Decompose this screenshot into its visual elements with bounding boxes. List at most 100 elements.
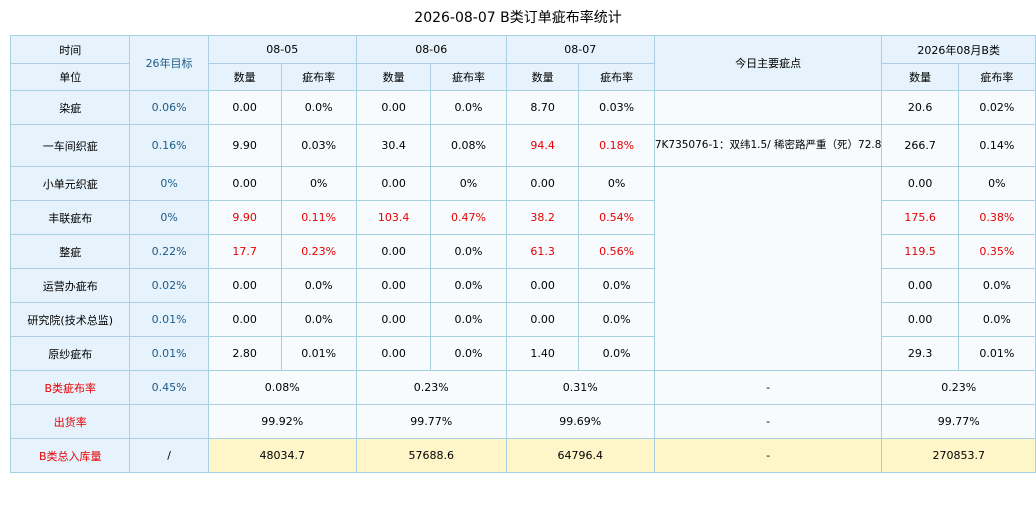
summary-row: B类总入库量/48034.7 57688.6 64796.4-270853.7 [9, 438, 1036, 473]
month-qty-cell: 175.6 [881, 200, 959, 235]
rate-cell: 0.56% [578, 234, 655, 269]
rate-cell: 0.0% [578, 268, 655, 303]
summary-day-value: 99.92% [207, 404, 357, 439]
rate-cell: 0.0% [430, 302, 507, 337]
month-qty-cell: 119.5 [881, 234, 959, 269]
header-qty: 数量 [207, 63, 282, 91]
month-qty-cell: 0.00 [881, 166, 959, 201]
rate-cell: 0.0% [578, 336, 655, 371]
table-row: 运营办疵布 0.02% 0.00 0.0% 0.00 0.0% 0.00 0.0% 0.00 0.… [9, 268, 1036, 303]
row-label: 运营办疵布 [9, 268, 131, 303]
summary-day-value: 99.69% [505, 404, 655, 439]
rate-cell: 0.0% [280, 90, 357, 125]
header-date-2: 08-06 [355, 35, 507, 64]
qty-cell: 9.90 [207, 200, 282, 235]
summary-target [129, 404, 209, 439]
row-label: 一车间织疵 [9, 124, 131, 167]
summary-day-value: 0.23% [355, 370, 507, 405]
qty-cell: 0.00 [207, 166, 282, 201]
row-label: 丰联疵布 [9, 200, 131, 235]
header-main-defects: 今日主要疵点 [653, 35, 883, 91]
month-qty-cell: 266.7 [881, 124, 959, 167]
rate-cell: 0.0% [280, 302, 357, 337]
qty-cell: 0.00 [355, 90, 432, 125]
summary-day-value: 0.31% [505, 370, 655, 405]
header-qty: 数量 [355, 63, 432, 91]
qty-cell: 1.40 [505, 336, 580, 371]
qty-cell: 8.70 [505, 90, 580, 125]
header-rate: 疵布率 [957, 63, 1036, 91]
summary-label: B类总入库量 [9, 438, 131, 473]
month-rate-cell: 0.0% [957, 302, 1036, 337]
rate-cell: 0.01% [280, 336, 357, 371]
summary-row: 出货率 99.92% 99.77% 99.69% -99.77% [9, 404, 1036, 439]
month-rate-cell: 0.14% [957, 124, 1036, 167]
rate-cell: 0.08% [430, 124, 507, 167]
table-row: 研究院(技术总监) 0.01% 0.00 0.0% 0.00 0.0% 0.00 0.0% 0.… [9, 302, 1036, 337]
row-label: 原纱疵布 [9, 336, 131, 371]
summary-label: 出货率 [9, 404, 131, 439]
main-defect-cell-empty [653, 90, 883, 125]
qty-cell: 0.00 [355, 302, 432, 337]
qty-cell: 103.4 [355, 200, 432, 235]
summary-day-value: 64796.4 [505, 438, 655, 473]
rate-cell: 0.0% [280, 268, 357, 303]
qty-cell: 94.4 [505, 124, 580, 167]
qty-cell: 0.00 [355, 268, 432, 303]
rate-cell: 0% [578, 166, 655, 201]
rate-cell: 0% [430, 166, 507, 201]
summary-target: 0.45% [129, 370, 209, 405]
summary-defect: - [653, 404, 883, 439]
header-rate: 疵布率 [430, 63, 507, 91]
header-time: 时间 [9, 35, 131, 64]
qty-cell: 9.90 [207, 124, 282, 167]
month-rate-cell: 0% [957, 166, 1036, 201]
table-row: 丰联疵布 0% 9.90 0.11% 103.4 0.47% 38.2 0.54% 175.6 0… [9, 200, 1036, 235]
summary-month-value: 99.77% [881, 404, 1036, 439]
main-defect-cell-empty [653, 166, 883, 371]
summary-month-value: 0.23% [881, 370, 1036, 405]
table-row: 小单元织疵 0% 0.00 0% 0.00 0% 0.00 0% 0.00 0% [9, 166, 1036, 371]
header-month: 2026年08月B类 [881, 35, 1036, 64]
rate-cell: 0.47% [430, 200, 507, 235]
header-qty: 数量 [881, 63, 959, 91]
table-row: 染疵 0.06% 0.00 0.0% 0.00 0.0% 8.70 0.03% 20.6 0.02… [9, 90, 1036, 125]
month-qty-cell: 0.00 [881, 268, 959, 303]
row-target: 0.02% [129, 268, 209, 303]
header-date-3: 08-07 [505, 35, 655, 64]
rate-cell: 0.03% [280, 124, 357, 167]
summary-month-value: 270853.7 [881, 438, 1036, 473]
rate-cell: 0.0% [430, 268, 507, 303]
summary-defect: - [653, 438, 883, 473]
summary-day-value: 0.08% [207, 370, 357, 405]
rate-cell: 0.03% [578, 90, 655, 125]
summary-target: / [129, 438, 209, 473]
qty-cell: 30.4 [355, 124, 432, 167]
rate-cell: 0.0% [430, 336, 507, 371]
row-label: 研究院(技术总监) [9, 302, 131, 337]
qty-cell: 0.00 [355, 166, 432, 201]
summary-day-value: 99.77% [355, 404, 507, 439]
header-target: 26年目标 [129, 35, 209, 91]
qty-cell: 0.00 [207, 90, 282, 125]
month-qty-cell: 20.6 [881, 90, 959, 125]
row-target: 0.16% [129, 124, 209, 167]
header-rate: 疵布率 [280, 63, 357, 91]
qty-cell: 0.00 [505, 302, 580, 337]
rate-cell: 0.0% [430, 90, 507, 125]
row-target: 0.01% [129, 336, 209, 371]
summary-label: B类疵布率 [9, 370, 131, 405]
rate-cell: 0.54% [578, 200, 655, 235]
month-qty-cell: 29.3 [881, 336, 959, 371]
summary-day-value: 48034.7 [207, 438, 357, 473]
row-target: 0.01% [129, 302, 209, 337]
table-row: 一车间织疵 0.16% 9.90 0.03% 30.4 0.08% 94.4 0.18% 7K7… [9, 124, 1036, 167]
summary-defect: - [653, 370, 883, 405]
qty-cell: 0.00 [355, 336, 432, 371]
rate-cell: 0.0% [578, 302, 655, 337]
main-defect-cell: 7K735076-1：双纬1.5/ 稀密路严重（死）72.8 [653, 124, 883, 167]
header-date-1: 08-05 [207, 35, 357, 64]
page-title: 2026-08-07 B类订单疵布率统计 [414, 10, 622, 26]
row-label: 染疵 [9, 90, 131, 125]
qty-cell: 0.00 [505, 166, 580, 201]
